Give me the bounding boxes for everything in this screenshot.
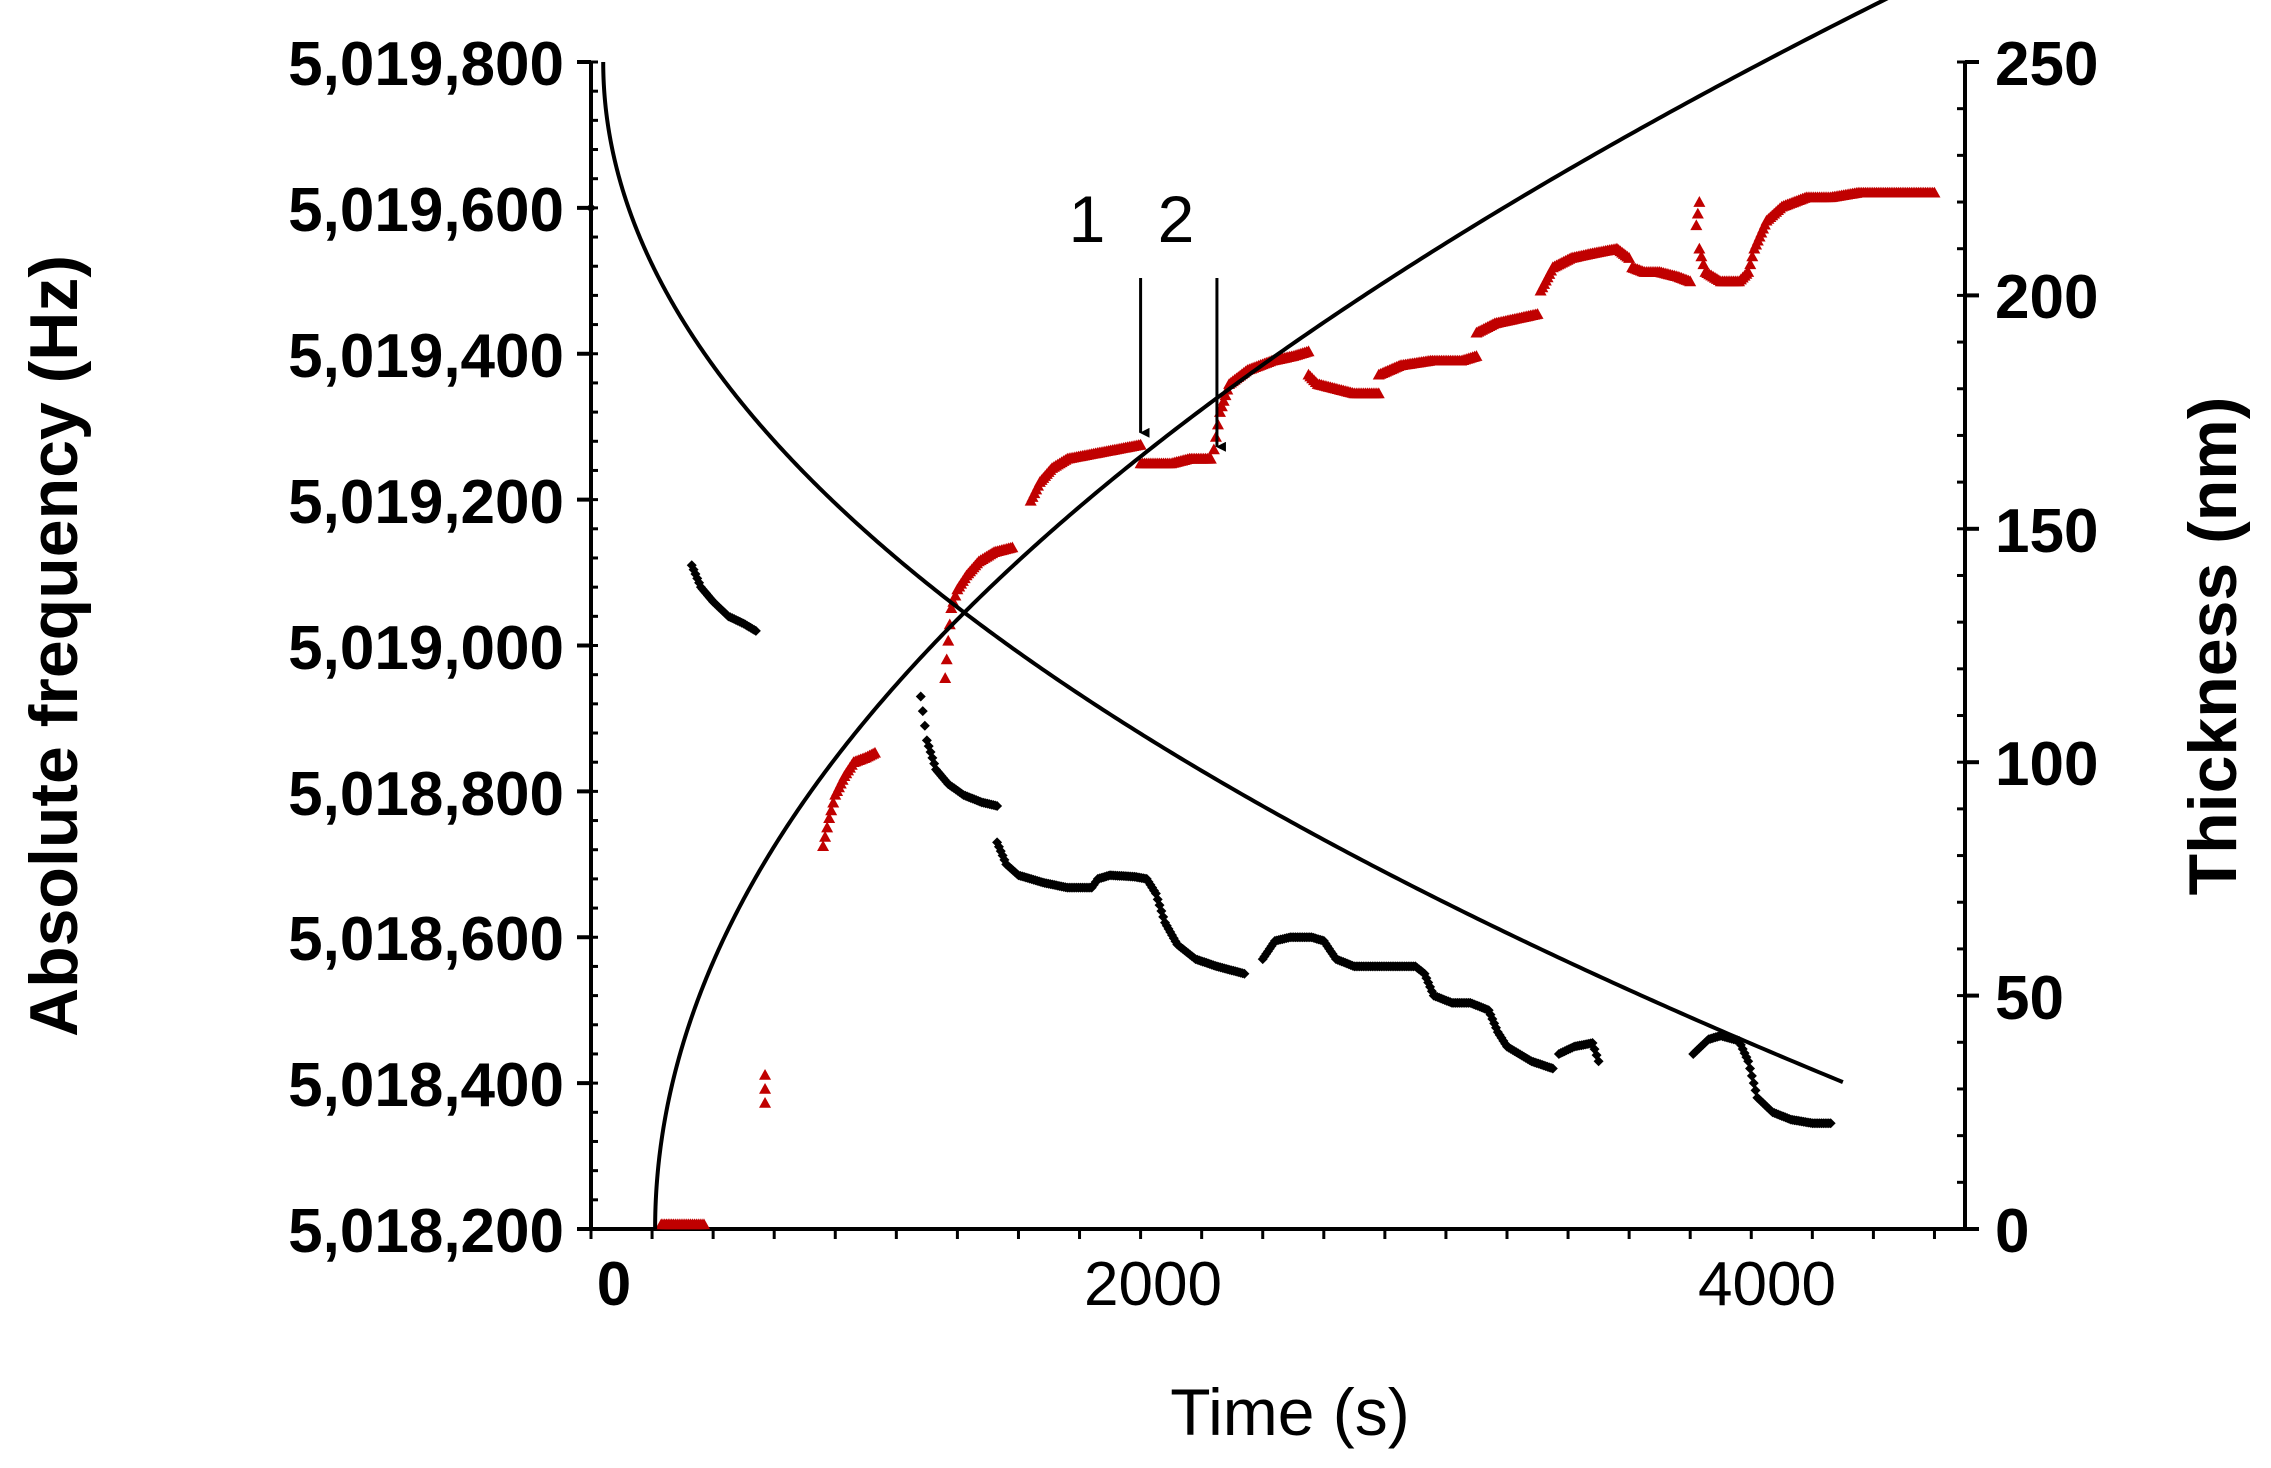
frequency-point [919, 720, 930, 731]
annotation-label-1: 1 [1069, 182, 1106, 256]
thickness-point [697, 1218, 710, 1230]
y-left-tick-label: 5,019,400 [288, 322, 564, 391]
y-left-tick-label: 5,019,800 [288, 30, 564, 99]
thickness-point [827, 796, 840, 808]
thickness-point [1531, 308, 1544, 319]
frequency-fit-line [601, 61, 1844, 1084]
thickness-point [939, 672, 952, 683]
thickness-point [868, 746, 881, 758]
thickness-point [945, 602, 958, 613]
frequency-point [1489, 1018, 1500, 1029]
thickness-point [1928, 186, 1941, 198]
thickness-point [949, 589, 962, 601]
frequency-point [586, 202, 596, 213]
annotations: 1 2 [1069, 182, 1226, 452]
thickness-point [1470, 350, 1483, 361]
tick-marks [577, 60, 1979, 1239]
left-tick-labels: 5,018,200 5,018,400 5,018,600 5,018,800 … [288, 30, 564, 1266]
thickness-point [942, 634, 955, 646]
y-right-tick-label: 200 [1995, 263, 2098, 332]
x-tick-labels: 0 2000 4000 [597, 1250, 1836, 1319]
thickness-point [825, 804, 838, 816]
thickness-point [1684, 275, 1697, 287]
thickness-point [1744, 258, 1757, 270]
thickness-point [1302, 345, 1315, 357]
x-tick-label: 4000 [1698, 1250, 1836, 1319]
right-tick-labels: 0 50 100 150 200 250 [1995, 30, 2098, 1266]
thickness-point [1204, 452, 1217, 464]
frequency-point [992, 800, 1003, 811]
thickness-point [1690, 219, 1703, 231]
annotation-label-2: 2 [1158, 182, 1195, 256]
frequency-point [1593, 1056, 1604, 1067]
thickness-point [1693, 196, 1706, 207]
fit-curves [601, 0, 1889, 1230]
thickness-point [1217, 394, 1230, 406]
thickness-point [1691, 207, 1704, 219]
thickness-point [1219, 389, 1232, 401]
thickness-point [759, 1082, 772, 1094]
thickness-fit-line [653, 0, 1889, 1230]
thickness-point [823, 812, 836, 824]
y-left-tick-label: 5,019,200 [288, 468, 564, 537]
y-left-tick-label: 5,018,400 [288, 1051, 564, 1120]
frequency-point [917, 706, 928, 717]
thickness-point [1693, 242, 1706, 254]
thickness-point [1372, 387, 1385, 399]
y-right-axis-title: Thickness (nm) [2175, 397, 2251, 896]
thickness-point [940, 653, 953, 665]
thickness-point [817, 840, 830, 852]
x-axis-title: Time (s) [1170, 1375, 1410, 1449]
frequency-point [1743, 1056, 1754, 1067]
y-right-tick-label: 100 [1995, 730, 2098, 799]
frequency-point [1746, 1070, 1757, 1081]
thickness-point [1697, 258, 1710, 270]
y-right-tick-label: 0 [1995, 1197, 2029, 1266]
frequency-point [1547, 1063, 1558, 1074]
thickness-point [1746, 250, 1759, 262]
y-left-axis-title: Absolute frequency (Hz) [16, 255, 92, 1037]
thickness-series [655, 186, 1941, 1230]
frequency-point [915, 691, 926, 702]
frequency-point [1239, 968, 1250, 979]
x-tick-label: 0 [597, 1250, 631, 1319]
y-left-tick-label: 5,019,600 [288, 176, 564, 245]
thickness-point [759, 1068, 772, 1080]
frequency-point [1745, 1063, 1756, 1074]
frequency-point [750, 625, 761, 636]
y-right-tick-label: 250 [1995, 30, 2098, 99]
thickness-point [1742, 266, 1755, 277]
y-left-tick-label: 5,019,000 [288, 614, 564, 683]
y-left-tick-label: 5,018,600 [288, 905, 564, 974]
frequency-point [1750, 1085, 1761, 1096]
thickness-point [821, 821, 834, 833]
x-tick-label: 2000 [1084, 1250, 1222, 1319]
frequency-point [1748, 1078, 1759, 1089]
frequency-series [586, 202, 1836, 1129]
thickness-point [1623, 252, 1636, 263]
thickness-point [819, 830, 832, 842]
y-left-tick-label: 5,018,800 [288, 760, 564, 829]
frequency-point [1825, 1118, 1836, 1129]
y-right-tick-label: 50 [1995, 964, 2064, 1033]
thickness-point [1695, 250, 1708, 262]
thickness-point [1215, 400, 1228, 412]
thickness-point [1006, 541, 1019, 553]
thickness-point [1134, 438, 1147, 450]
y-left-tick-label: 5,018,200 [288, 1197, 564, 1266]
y-right-tick-label: 150 [1995, 497, 2098, 566]
thickness-point [759, 1096, 772, 1108]
